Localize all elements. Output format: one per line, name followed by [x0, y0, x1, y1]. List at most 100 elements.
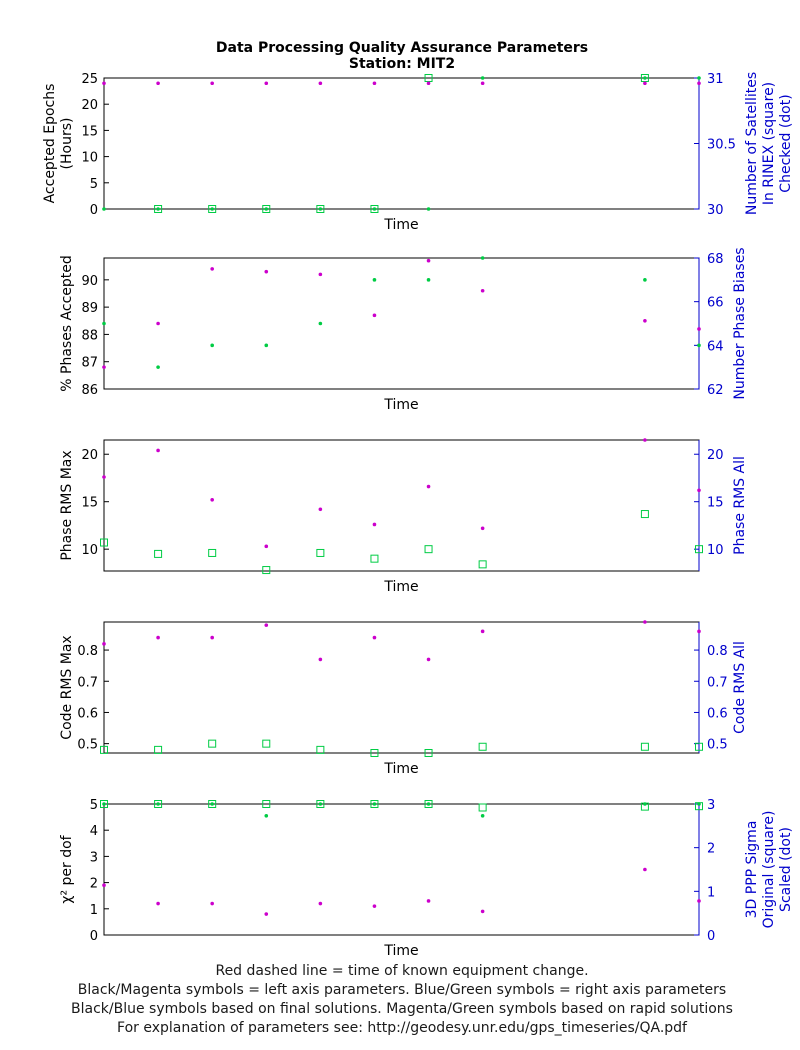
right-tick-label: 0.6 — [707, 706, 728, 721]
green-square-marker — [695, 742, 703, 751]
green-dot-marker — [643, 76, 647, 80]
green-dot-marker — [372, 802, 377, 806]
left-tick-label: 15 — [81, 124, 98, 139]
magenta-dot-marker — [156, 448, 160, 453]
left-tick-label: 0.6 — [77, 706, 98, 721]
magenta-dot-marker — [318, 657, 323, 662]
magenta-dot-marker — [697, 327, 701, 331]
left-tick-label: 5 — [90, 798, 98, 813]
left-tick-label: 5 — [90, 177, 98, 192]
right-tick-label: 0.8 — [707, 644, 728, 659]
green-dot-marker — [156, 365, 160, 369]
left-axis-label: Phase RMS Max — [59, 450, 75, 560]
green-square-marker — [208, 548, 217, 557]
right-tick-label: 64 — [707, 339, 724, 354]
green-square-marker — [154, 205, 163, 213]
magenta-dot-marker — [372, 522, 377, 527]
green-square-marker — [370, 205, 379, 213]
magenta-dot-marker — [643, 620, 647, 624]
left-tick-label: 4 — [90, 824, 98, 839]
magenta-dot-marker — [643, 81, 647, 86]
left-axis-label: % Phases Accepted — [59, 255, 75, 392]
right-axis-label: Checked (dot) — [778, 94, 794, 192]
footer-line-3: Black/Blue symbols based on final soluti… — [71, 1001, 733, 1017]
green-dot-marker — [210, 343, 214, 348]
green-dot-marker — [264, 343, 269, 348]
right-axis-label: Number Phase Biases — [732, 247, 748, 399]
right-tick-label: 2 — [707, 842, 715, 857]
right-tick-label: 62 — [707, 383, 724, 398]
green-square-marker — [424, 749, 433, 757]
green-square-marker — [100, 800, 108, 808]
green-dot-marker — [372, 207, 377, 211]
green-square-marker — [316, 800, 325, 808]
magenta-dot-marker — [480, 526, 485, 531]
magenta-dot-marker — [156, 901, 160, 906]
right-tick-label: 68 — [707, 252, 724, 267]
green-square-marker — [478, 560, 487, 569]
left-tick-label: 0.7 — [77, 675, 98, 690]
left-tick-label: 0.5 — [77, 738, 98, 753]
magenta-dot-marker — [697, 488, 701, 493]
magenta-dot-marker — [210, 901, 214, 906]
green-square-marker — [208, 800, 217, 808]
green-dot-marker — [318, 321, 323, 326]
right-tick-label: 3 — [707, 798, 715, 813]
green-dot-marker — [318, 802, 323, 806]
green-dot-marker — [697, 802, 701, 806]
right-tick-label: 30 — [707, 203, 724, 218]
left-tick-label: 88 — [81, 328, 98, 343]
magenta-dot-marker — [372, 81, 377, 86]
magenta-dot-marker — [102, 81, 106, 86]
magenta-dot-marker — [318, 901, 323, 906]
magenta-dot-marker — [426, 81, 431, 86]
x-axis-label: Time — [383, 943, 418, 959]
right-tick-label: 10 — [707, 543, 724, 558]
green-dot-marker — [102, 321, 106, 326]
panel-2: 86 87 88 89 90 62 64 66 68 Time % Phases Accepted N… — [59, 247, 748, 413]
magenta-dot-marker — [372, 635, 377, 640]
magenta-dot-marker — [643, 867, 647, 872]
green-square-marker — [370, 749, 379, 757]
green-square-marker — [424, 545, 433, 554]
magenta-dot-marker — [264, 269, 269, 274]
magenta-dot-marker — [426, 258, 431, 263]
right-axis-label: Original (square) — [761, 811, 777, 929]
green-dot-marker — [210, 802, 214, 806]
magenta-dot-marker — [102, 475, 106, 479]
green-square-marker — [262, 800, 271, 808]
left-tick-label: 86 — [81, 383, 98, 398]
green-dot-marker — [480, 256, 485, 260]
footer-line-4: For explanation of parameters see: http:… — [117, 1020, 688, 1036]
right-axis-label: Number of Satellites — [744, 72, 760, 215]
magenta-dot-marker — [426, 657, 431, 662]
green-dot-marker — [480, 76, 485, 80]
green-square-marker — [100, 538, 108, 547]
x-axis-label: Time — [383, 217, 418, 233]
green-dot-marker — [210, 207, 214, 211]
green-dot-marker — [480, 813, 485, 818]
green-square-marker — [316, 548, 325, 557]
magenta-dot-marker — [426, 484, 431, 489]
left-tick-label: 0 — [90, 929, 98, 944]
plot-frame — [103, 803, 700, 936]
footer-line-1: Red dashed line = time of known equipmen… — [215, 963, 588, 979]
magenta-dot-marker — [480, 629, 485, 634]
green-dot-marker — [372, 278, 377, 282]
green-dot-marker — [426, 278, 431, 282]
magenta-dot-marker — [264, 544, 269, 549]
left-tick-label: 2 — [90, 877, 98, 892]
magenta-dot-marker — [643, 438, 647, 442]
magenta-dot-marker — [156, 321, 160, 326]
green-dot-marker — [156, 802, 160, 806]
magenta-dot-marker — [102, 883, 106, 888]
green-square-marker — [208, 205, 217, 213]
panel-1: 0 5 10 15 20 25 30 30.5 31 Time Accepted Epochs (Ho… — [42, 72, 794, 233]
green-dot-marker — [643, 278, 647, 282]
magenta-dot-marker — [697, 81, 701, 86]
green-square-marker — [640, 510, 649, 519]
green-square-marker — [424, 800, 433, 808]
left-tick-label: 10 — [81, 543, 98, 558]
